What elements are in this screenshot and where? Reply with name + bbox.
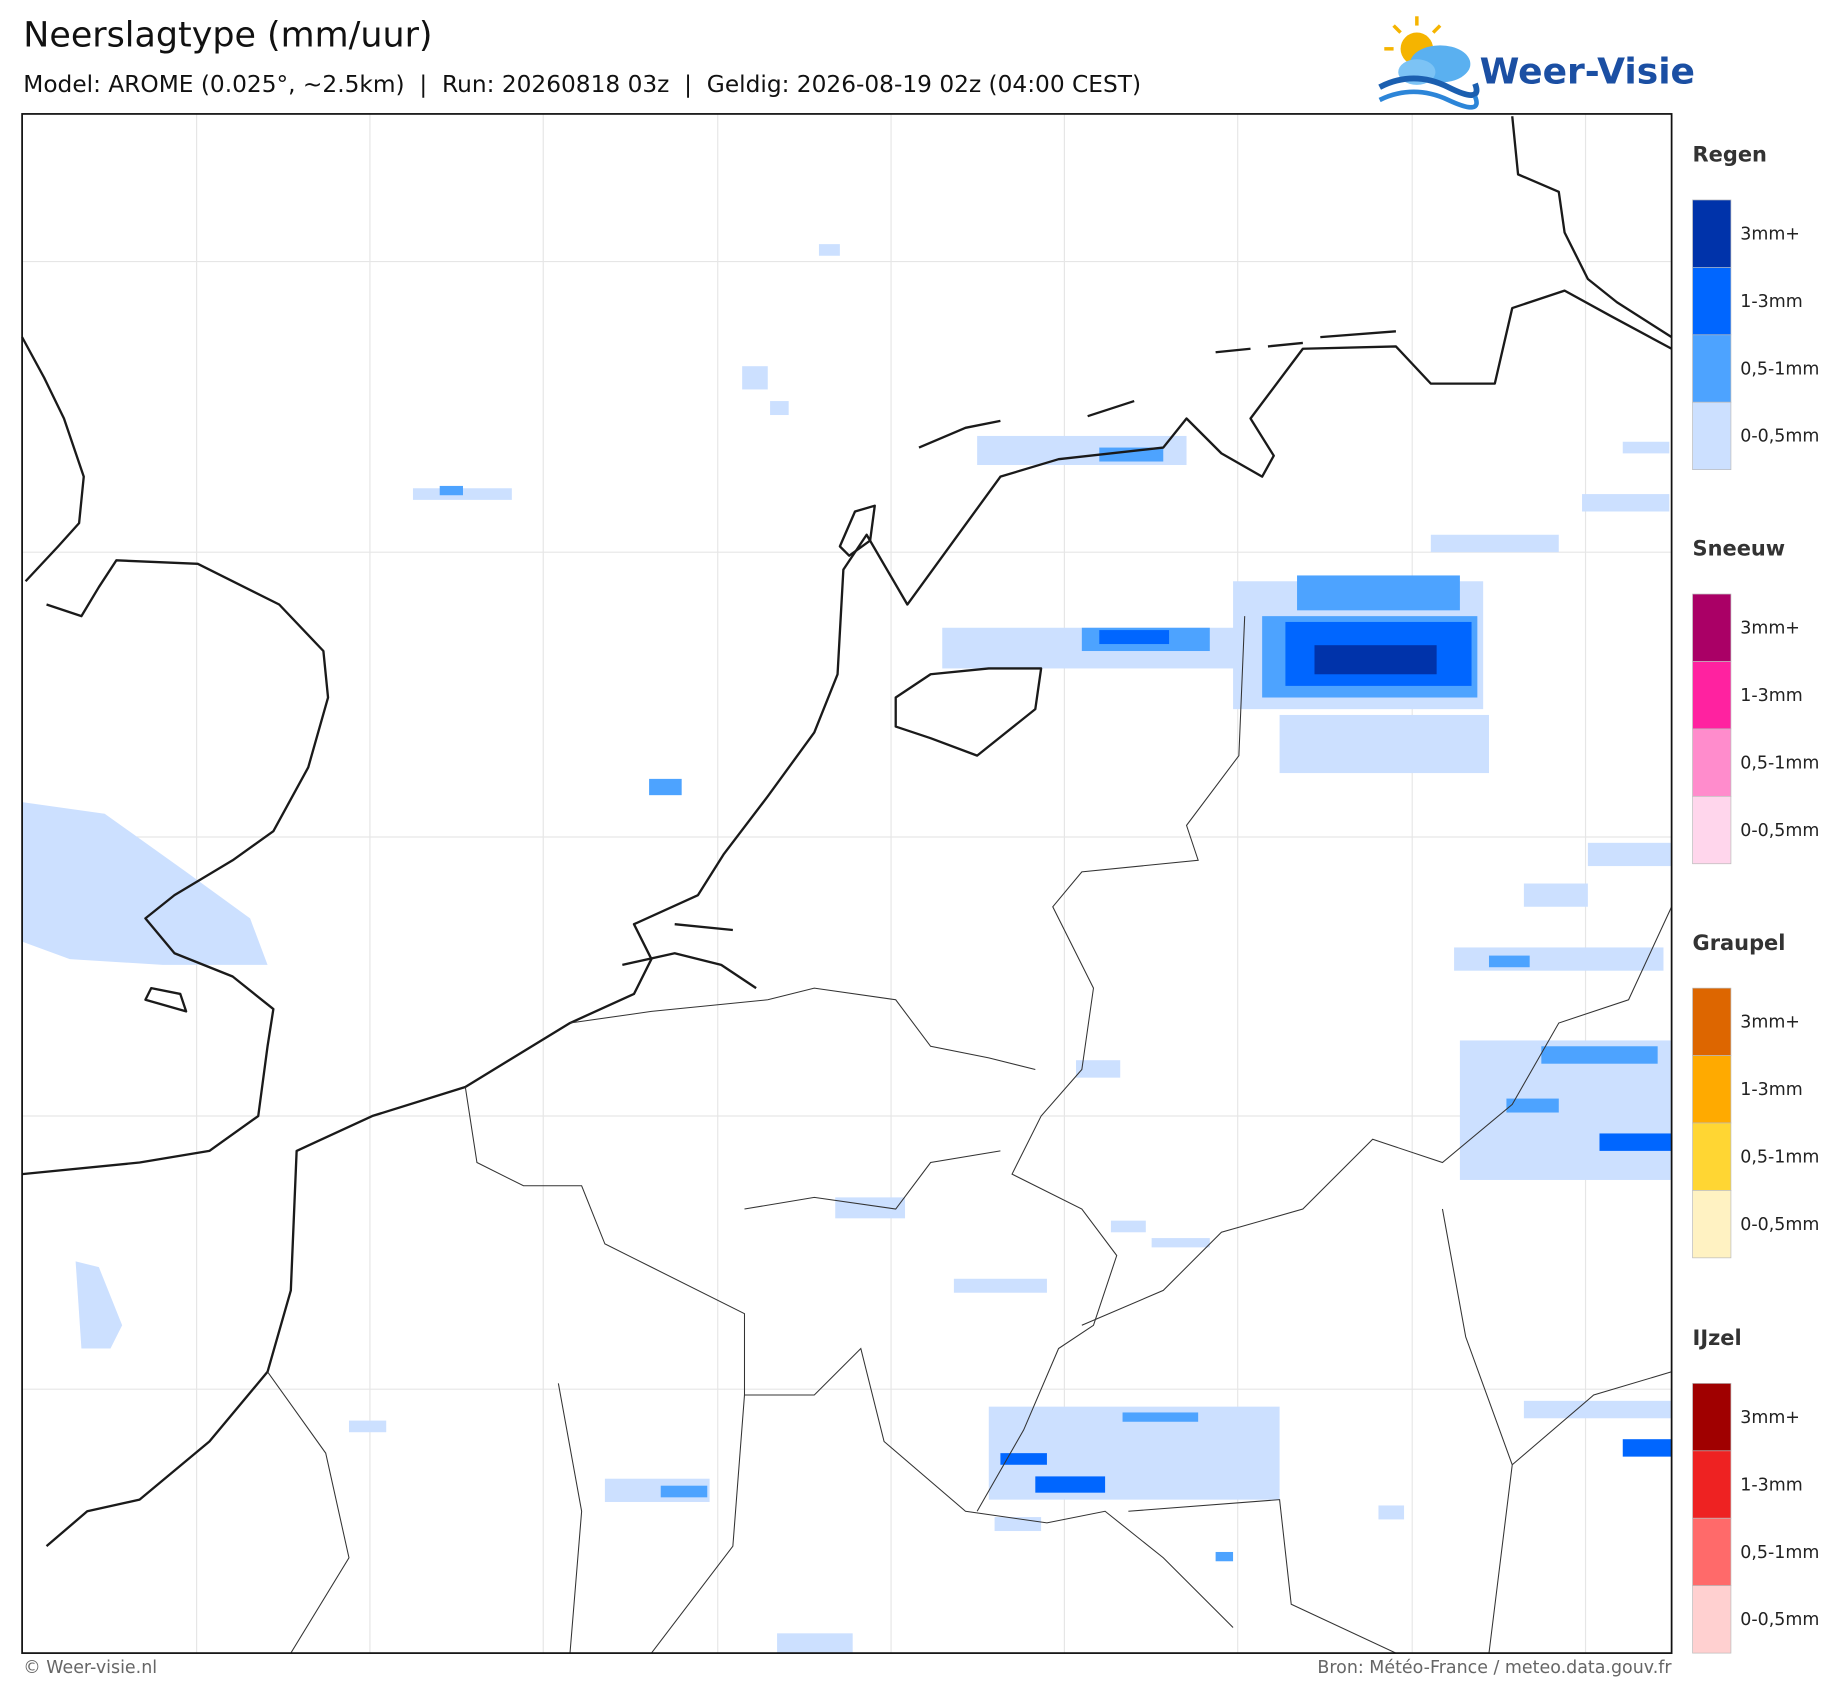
legend-label: 0,5-1mm <box>1740 359 1819 379</box>
legend-swatch <box>1692 1055 1732 1124</box>
map-frame <box>21 113 1673 1654</box>
legend: Regen 3mm+ 1-3mm 0,5-1mm 0-0,5mm Sneeuw 3mm+ 1-… <box>1692 143 1819 1654</box>
legend-label: 1-3mm <box>1740 1080 1802 1100</box>
legend-swatch <box>1692 987 1732 1056</box>
legend-title: IJzel <box>1693 1326 1742 1350</box>
legend-swatch <box>1692 1517 1732 1587</box>
legend-swatch <box>1692 1383 1732 1452</box>
legend-label: 0,5-1mm <box>1740 1543 1819 1563</box>
legend-label: 0-0,5mm <box>1740 427 1819 447</box>
legend-label: 0,5-1mm <box>1740 753 1819 773</box>
subtitle: Model: AROME (0.025°, ~2.5km) | Run: 202… <box>23 71 1141 98</box>
legend-swatch <box>1692 199 1732 268</box>
borders <box>267 616 1673 1654</box>
legend-swatch <box>1692 334 1732 403</box>
legend-swatch <box>1692 1450 1732 1519</box>
footer-left: © Weer-visie.nl <box>23 1658 157 1678</box>
legend-swatch <box>1692 593 1732 662</box>
legend-label: 3mm+ <box>1740 1013 1800 1033</box>
map <box>21 113 1673 1654</box>
map-background <box>22 113 1672 1654</box>
legend-label: 1-3mm <box>1740 1475 1802 1495</box>
legend-title: Graupel <box>1693 931 1786 955</box>
legend-label: 1-3mm <box>1740 686 1802 706</box>
legend-label: 3mm+ <box>1740 1408 1800 1428</box>
logo-text: Weer-Visie <box>1480 52 1695 93</box>
legend-label: 0-0,5mm <box>1740 1610 1819 1630</box>
legend-swatch <box>1692 1122 1732 1191</box>
legend-title: Sneeuw <box>1693 537 1786 561</box>
legend-label: 0-0,5mm <box>1740 1215 1819 1235</box>
footer-right: Bron: Météo-France / meteo.data.gouv.fr <box>1317 1658 1672 1678</box>
legend-swatch <box>1692 795 1732 865</box>
coastlines <box>21 116 1673 1548</box>
legend-label: 3mm+ <box>1740 619 1800 639</box>
legend-swatch <box>1692 267 1732 336</box>
legend-label: 0-0,5mm <box>1740 821 1819 841</box>
precipitation <box>22 244 1672 1654</box>
legend-label: 3mm+ <box>1740 224 1800 244</box>
legend-swatch <box>1692 401 1732 471</box>
title: Neerslagtype (mm/uur) <box>23 16 432 56</box>
legend-label: 0,5-1mm <box>1740 1148 1819 1168</box>
legend-swatch <box>1692 728 1732 797</box>
legend-swatch <box>1692 661 1732 730</box>
legend-swatch <box>1692 1585 1732 1654</box>
logo: Weer-Visie <box>1378 16 1695 110</box>
legend-title: Regen <box>1693 143 1767 167</box>
legend-label: 1-3mm <box>1740 292 1802 312</box>
legend-swatch <box>1692 1190 1732 1259</box>
